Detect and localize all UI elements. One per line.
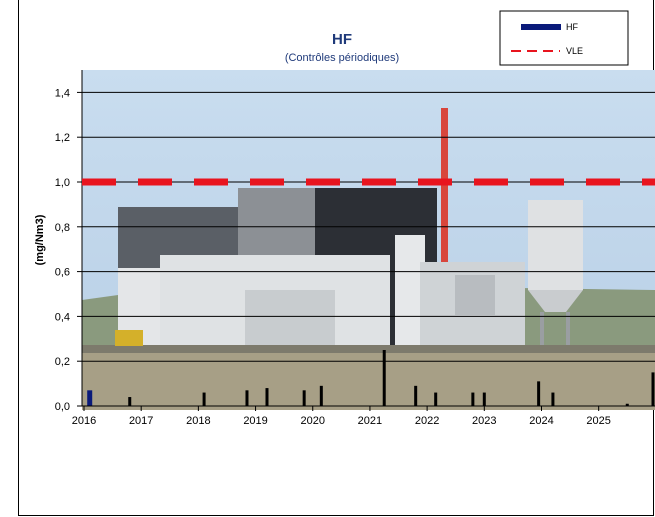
x-tick-label: 2020 [301,415,325,427]
x-tick-label: 2023 [472,415,496,427]
background-photo [82,70,655,410]
y-tick-label: 0,6 [55,267,70,279]
hf-bar [128,397,132,406]
y-tick-label: 0,0 [55,401,70,413]
x-tick-label: 2024 [529,415,553,427]
hf-bar [245,390,249,406]
chart-title: HF [332,31,352,48]
hf-bar [651,372,655,406]
x-tick-label: 2016 [72,415,96,427]
legend-label-vle: VLE [566,46,583,56]
x-tick-label: 2022 [415,415,439,427]
y-tick-label: 0,4 [55,311,70,323]
legend-label-hf: HF [566,22,578,32]
hf-bar [319,385,323,406]
hf-bar [434,392,438,406]
legend-box [499,10,629,66]
hf-bar [265,388,269,406]
hf-bar [202,392,206,406]
hf-bar [382,350,386,406]
x-tick-label: 2025 [586,415,610,427]
x-tick-label: 2021 [358,415,382,427]
y-axis-label: (mg/Nm3) [34,214,46,265]
chart-subtitle: (Contrôles périodiques) [285,52,399,64]
y-tick-label: 0,2 [55,356,70,368]
hf-bar [625,403,629,406]
x-axis: 2016 2017 2018 2019 2020 2021 2022 2023 2024 2025 [72,405,655,427]
x-tick-label: 2017 [129,415,153,427]
x-tick-label: 2018 [186,415,210,427]
hf-bar [471,392,475,406]
y-tick-labels: 0,0 0,2 0,4 0,6 0,8 1,0 1,2 1,4 [55,70,83,413]
legend-swatch-hf [521,24,561,30]
hf-series [87,350,655,406]
y-tick-label: 1,2 [55,132,70,144]
hf-bar [482,392,486,406]
hf-bar [414,385,418,406]
hf-bar [551,392,555,406]
y-tick-label: 0,8 [55,222,70,234]
hf-bar [302,390,306,406]
y-tick-label: 1,0 [55,177,70,189]
hf-bar [537,381,541,406]
y-tick-label: 1,4 [55,87,70,99]
hf-bar [87,390,93,406]
x-tick-label: 2019 [243,415,267,427]
legend: HF VLE [499,10,629,66]
